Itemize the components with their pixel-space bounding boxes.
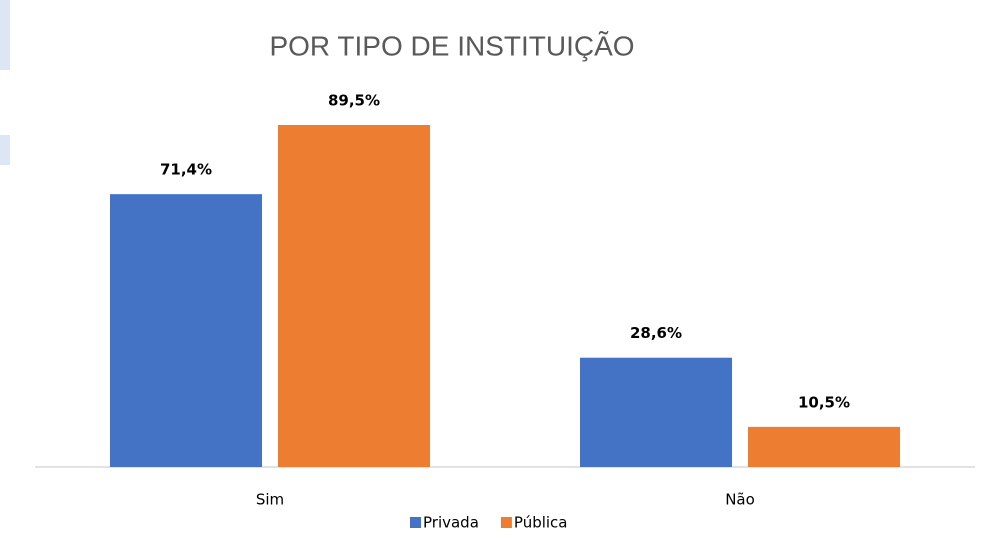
x-tick-label: Não xyxy=(725,491,755,509)
bar xyxy=(110,194,262,467)
sheet-fragment xyxy=(0,135,10,165)
data-label: 28,6% xyxy=(630,324,682,342)
data-label: 89,5% xyxy=(328,92,380,110)
legend-swatch xyxy=(410,517,421,528)
bar xyxy=(580,357,732,467)
sheet-fragment xyxy=(0,0,10,70)
bar xyxy=(278,125,430,467)
data-label: 71,4% xyxy=(160,161,212,179)
legend-label: Pública xyxy=(514,514,568,532)
x-tick-label: Sim xyxy=(256,491,284,509)
bar xyxy=(748,426,900,467)
legend-label: Privada xyxy=(423,514,479,532)
chart-title: POR TIPO DE INSTITUIÇÃO xyxy=(269,30,634,61)
data-label: 10,5% xyxy=(798,393,850,411)
legend-swatch xyxy=(500,517,512,528)
